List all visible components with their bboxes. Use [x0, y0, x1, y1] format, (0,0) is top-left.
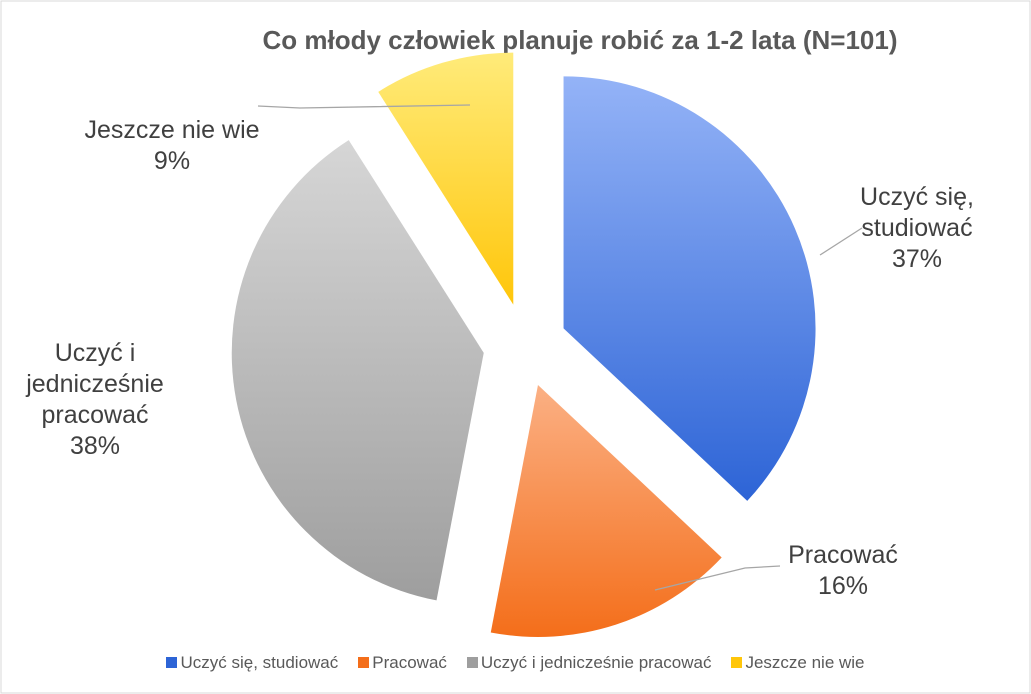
data-label: Uczyć się, studiować 37%	[842, 182, 992, 275]
data-label-category: Uczyć się, studiować	[860, 183, 974, 242]
data-label-category: Pracować	[788, 541, 898, 569]
legend-label: Jeszcze nie wie	[745, 653, 865, 672]
pie-slice	[563, 76, 816, 501]
pie-slice	[231, 140, 484, 601]
legend-swatch	[466, 657, 478, 668]
legend-swatch	[166, 657, 178, 668]
data-label: Pracować 16%	[768, 540, 918, 602]
leader-line	[819, 227, 863, 256]
pie-slice	[490, 384, 722, 637]
leader-line	[654, 565, 781, 591]
data-label-category: Uczyć i jednicześnie pracować	[26, 339, 164, 429]
data-label: Uczyć i jednicześnie pracować 38%	[10, 338, 180, 462]
data-label-value: 16%	[817, 572, 869, 600]
data-label-value: 37%	[891, 245, 943, 273]
legend-label: Pracować	[372, 653, 447, 672]
legend-label: Uczyć i jednicześnie pracować	[480, 653, 712, 672]
legend-item: Uczyć się, studiować	[166, 653, 338, 672]
leader-line	[257, 104, 471, 109]
legend-swatch	[731, 657, 743, 668]
legend-item: Pracować	[358, 653, 447, 672]
pie-slice	[378, 52, 514, 305]
chart-title: Co młody człowiek planuje robić za 1-2 l…	[262, 25, 897, 55]
legend-label: Uczyć się, studiować	[180, 653, 339, 672]
data-label-category: Jeszcze nie wie	[84, 116, 260, 144]
legend-item: Jeszcze nie wie	[731, 653, 865, 672]
data-label: Jeszcze nie wie 9%	[82, 115, 262, 177]
legend-swatch	[358, 657, 370, 668]
legend: Uczyć się, studiować Pracować Uczyć i jedn…	[0, 653, 1031, 673]
data-label-value: 38%	[69, 432, 121, 460]
legend-item: Uczyć i jednicześnie pracować	[466, 653, 712, 672]
data-label-value: 9%	[153, 147, 191, 175]
